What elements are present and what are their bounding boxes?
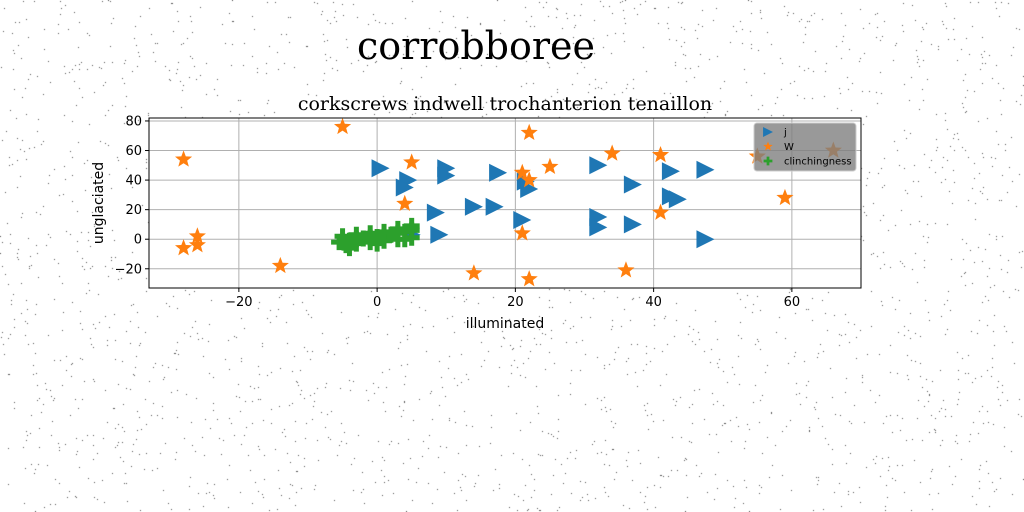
x-tick-label: 40 xyxy=(645,295,662,310)
data-point-plus-marker xyxy=(369,235,386,252)
x-tick-label: −20 xyxy=(225,295,252,310)
grid xyxy=(149,118,861,288)
data-point-triangle-marker xyxy=(395,178,414,197)
data-point-star-marker xyxy=(465,264,483,281)
data-point-plus-marker xyxy=(376,223,393,240)
legend-label: clinchingness xyxy=(784,157,852,168)
y-tick-label: 40 xyxy=(125,174,142,189)
data-point-triangle-marker xyxy=(520,179,539,198)
data-point-star-marker xyxy=(603,144,621,161)
y-tick-label: 80 xyxy=(125,114,142,129)
data-point-triangle-marker xyxy=(623,215,642,234)
legend-box xyxy=(753,122,857,172)
data-point-plus-marker xyxy=(403,217,420,234)
data-point-star-marker xyxy=(175,150,193,167)
data-point-star-marker xyxy=(188,227,206,244)
legend-plus-icon xyxy=(763,156,773,166)
data-point-star-marker xyxy=(513,163,531,180)
x-tick-label: 60 xyxy=(784,295,801,310)
data-point-triangle-marker xyxy=(623,175,642,194)
data-point-triangle-marker xyxy=(589,218,608,237)
data-point-triangle-marker xyxy=(489,163,508,182)
data-point-star-marker xyxy=(396,194,414,212)
y-tick-label: 0 xyxy=(134,233,142,248)
data-point-plus-marker xyxy=(348,226,365,243)
data-layer xyxy=(175,117,842,287)
x-tick-label: 0 xyxy=(373,295,381,310)
y-axis-label: unglaciated xyxy=(91,162,107,244)
data-point-star-marker xyxy=(520,270,538,287)
data-point-triangle-marker xyxy=(668,190,687,209)
chart-title: corkscrews indwell trochanterion tenaill… xyxy=(298,93,712,115)
x-tick-label: 20 xyxy=(507,295,524,310)
data-point-star-marker xyxy=(271,256,289,274)
data-point-star-marker xyxy=(175,239,193,256)
data-point-star-marker xyxy=(513,224,531,241)
data-point-triangle-marker xyxy=(589,156,608,175)
data-point-star-marker xyxy=(520,171,538,188)
data-point-plus-marker xyxy=(396,231,413,248)
plot-frame xyxy=(148,117,862,289)
data-point-triangle-marker xyxy=(464,197,483,216)
data-point-triangle-marker xyxy=(513,211,532,229)
data-point-star-marker xyxy=(776,188,794,206)
data-point-triangle-marker xyxy=(696,160,715,179)
series-clinchingness xyxy=(331,217,420,257)
data-point-triangle-marker xyxy=(696,230,715,249)
legend-triangle-icon xyxy=(763,127,773,137)
legend-star-icon xyxy=(763,141,773,151)
figure-suptitle: corrobboree xyxy=(356,24,596,68)
data-point-star-marker xyxy=(520,123,538,141)
data-point-triangle-marker xyxy=(426,203,445,222)
ticks: −20 0 20 40 60 −20 0 20 40 60 80 xyxy=(115,114,801,310)
data-point-star-marker xyxy=(651,145,670,163)
data-point-plus-marker xyxy=(334,228,351,245)
y-tick-label: 20 xyxy=(125,203,142,218)
data-point-triangle-marker xyxy=(485,197,504,216)
data-point-plus-marker xyxy=(341,240,358,257)
data-point-plus-marker xyxy=(362,225,379,242)
data-point-star-marker xyxy=(617,261,635,278)
data-point-star-marker xyxy=(651,203,670,220)
data-point-triangle-marker xyxy=(371,159,390,178)
data-point-star-marker xyxy=(403,153,421,170)
data-point-star-marker xyxy=(188,236,206,253)
y-tick-label: 60 xyxy=(125,144,142,159)
x-axis-label: illuminated xyxy=(466,316,545,332)
y-tick-label: −20 xyxy=(115,262,142,277)
legend-label: W xyxy=(784,142,794,153)
data-point-star-marker xyxy=(333,117,352,135)
data-point-triangle-marker xyxy=(430,225,449,244)
data-point-plus-marker xyxy=(389,220,406,237)
data-point-triangle-marker xyxy=(661,162,680,181)
series-j xyxy=(371,156,715,249)
data-point-triangle-marker xyxy=(437,166,456,185)
plot-area xyxy=(149,118,861,288)
data-point-star-marker xyxy=(541,157,559,175)
legend-label: j xyxy=(783,128,787,139)
